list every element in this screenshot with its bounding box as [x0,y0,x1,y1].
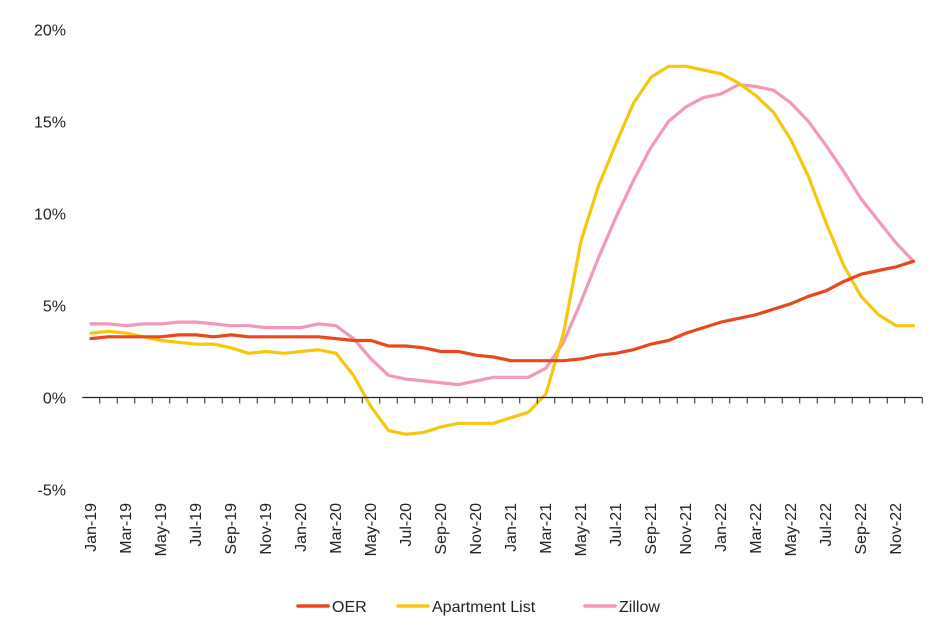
x-axis: Jan-19 Mar-19 May-19 Jul-19 Sep-19 Nov-19 Jan-… [82,396,923,556]
y-tick-label: 0% [43,391,66,408]
x-tick-label: Jul-22 [818,503,835,547]
x-tick-label: Jan-20 [293,503,310,552]
legend-label-oer: OER [332,599,367,616]
x-tick-label: Jan-22 [713,503,730,552]
x-tick-label: Jan-21 [503,503,520,552]
x-tick-label: Mar-19 [118,503,135,554]
y-tick-label: 20% [34,23,66,40]
series-line-zillow [89,83,916,387]
x-tick-label: Jul-19 [188,503,205,547]
plot-lines [89,64,916,436]
x-tick-label: Nov-22 [888,503,905,555]
x-tick-label: Sep-22 [853,503,870,555]
y-tick-label: 10% [34,207,66,224]
x-tick-label: May-22 [783,503,800,556]
x-tick-label: Mar-22 [748,503,765,554]
x-tick-label: Sep-19 [223,503,240,555]
x-tick-label: Nov-19 [258,503,275,555]
legend-label-apartment-list: Apartment List [432,599,536,616]
y-axis-ticks: 20% 15% 10% 5% 0% -5% [34,23,66,500]
legend: OER Apartment List Zillow [296,599,660,616]
series-line-apartment-list [89,64,916,436]
series-line-oer [89,259,916,363]
x-tick-label: Jul-20 [398,503,415,547]
x-tick-label: May-20 [363,503,380,556]
x-tick-label: Mar-20 [328,503,345,554]
x-tick-label: Jul-21 [608,503,625,547]
x-tick-label: May-21 [573,503,590,556]
x-tick-label: Mar-21 [538,503,555,554]
x-tick-label: Sep-21 [643,503,660,555]
x-tick-label: Nov-20 [468,503,485,555]
legend-label-zillow: Zillow [619,599,660,616]
y-tick-label: 5% [43,299,66,316]
y-tick-label: -5% [38,483,66,500]
x-tick-label: May-19 [153,503,170,556]
x-tick-label: Jan-19 [83,503,100,552]
x-tick-label: Nov-21 [678,503,695,555]
x-tick-label: Sep-20 [433,503,450,555]
y-tick-label: 15% [34,115,66,132]
